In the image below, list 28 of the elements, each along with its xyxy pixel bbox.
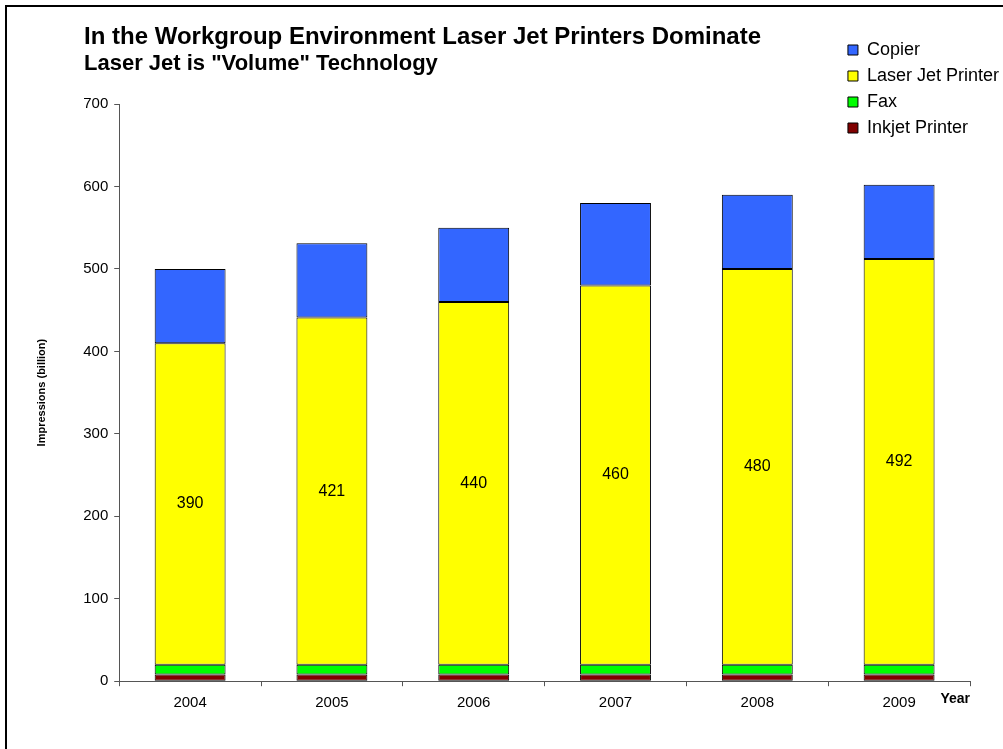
y-tick-label: 100 <box>83 588 109 606</box>
data-label: 440 <box>460 473 488 491</box>
x-tick-label: 2008 <box>740 693 774 711</box>
x-tick-label: 2004 <box>173 693 207 711</box>
x-tick-label: 2005 <box>315 693 349 711</box>
data-label: 480 <box>743 457 771 475</box>
data-label: 390 <box>176 494 204 512</box>
y-tick-label: 500 <box>83 259 109 277</box>
data-label: 421 <box>318 481 346 499</box>
chart-title: In the Workgroup Environment Laser Jet Printers Dominate <box>84 21 762 51</box>
data-label: 492 <box>885 452 913 470</box>
legend-label: Copier <box>866 38 920 59</box>
legend-label: Inkjet Printer <box>866 116 968 137</box>
chart-subtitle: Laser Jet is "Volume" Technology <box>84 50 438 76</box>
legend-label: Laser Jet Printer <box>866 64 1000 85</box>
x-tick-label: 2006 <box>457 693 491 711</box>
y-tick-label: 300 <box>83 423 109 441</box>
x-tick-label: 2007 <box>598 693 633 711</box>
x-tick-label: 2009 <box>882 693 916 711</box>
y-tick-label: 600 <box>83 176 109 194</box>
y-axis-title: Impressions (billion) <box>34 338 47 447</box>
legend-label: Fax <box>866 90 897 111</box>
y-tick-label: 0 <box>99 671 109 689</box>
x-axis-title: Year <box>940 690 971 707</box>
y-tick-label: 400 <box>83 341 109 359</box>
y-tick-label: 700 <box>83 94 109 112</box>
data-label: 460 <box>602 465 629 483</box>
y-tick-label: 200 <box>83 506 109 524</box>
